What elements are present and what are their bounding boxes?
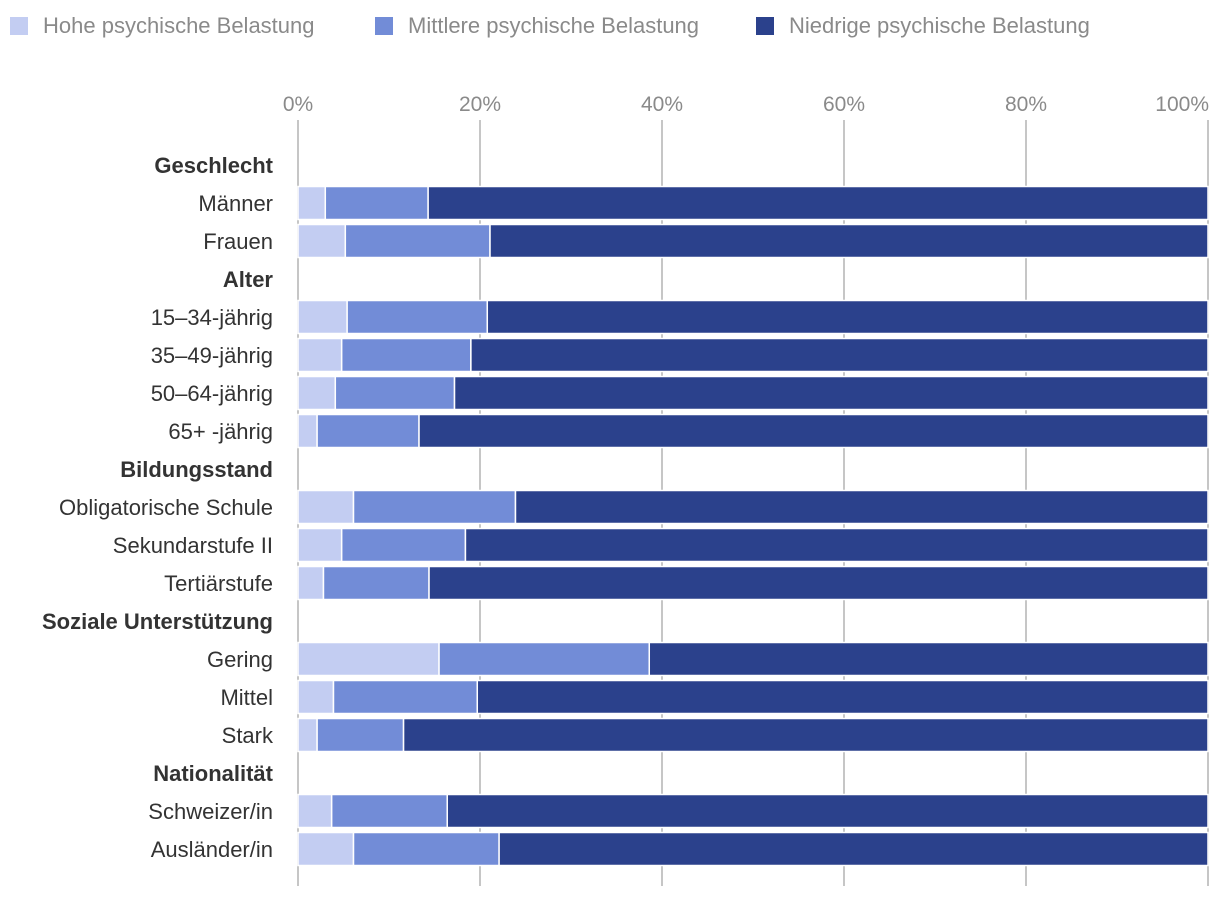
legend-label: Niedrige psychische Belastung — [789, 13, 1090, 38]
bar-segment-mittlere-psychische-belastung — [352, 831, 500, 867]
category-label-65-jaehrig: 65+ -jährig — [168, 419, 273, 444]
x-tick-label: 0% — [283, 93, 313, 116]
bar-row-35-49-jaehrig — [297, 337, 1209, 373]
bar-segment-mittlere-psychische-belastung — [316, 717, 405, 753]
bar-segment-mittlere-psychische-belastung — [352, 489, 517, 525]
bar-segment-hohe-psychische-belastung — [297, 413, 318, 449]
bar-row-schweizer-in — [297, 793, 1209, 829]
bar-segment-niedrige-psychische-belastung — [428, 565, 1209, 601]
category-label-sekundarstufe-ii: Sekundarstufe II — [113, 533, 273, 558]
category-label-gering: Gering — [207, 647, 273, 672]
legend-label: Mittlere psychische Belastung — [408, 13, 699, 38]
x-tick-label: 20% — [459, 93, 501, 116]
bar-segment-mittlere-psychische-belastung — [316, 413, 420, 449]
bar-segment-hohe-psychische-belastung — [297, 565, 325, 601]
bar-segment-hohe-psychische-belastung — [297, 717, 318, 753]
category-label-frauen: Frauen — [203, 229, 273, 254]
bar-segment-niedrige-psychische-belastung — [470, 337, 1209, 373]
legend-item-mittlere-psychische-belastung: Mittlere psychische Belastung — [375, 13, 699, 38]
bar-segment-hohe-psychische-belastung — [297, 337, 343, 373]
bar-segment-hohe-psychische-belastung — [297, 489, 355, 525]
bar-segment-mittlere-psychische-belastung — [322, 565, 430, 601]
group-heading-geschlecht: Geschlecht — [154, 153, 273, 178]
category-labels: Geschlecht Männer Frauen Alter 15–34-jährig 3… — [42, 153, 274, 862]
bars — [297, 185, 1209, 867]
category-label-mittel: Mittel — [220, 685, 273, 710]
bar-segment-niedrige-psychische-belastung — [464, 527, 1209, 563]
bar-segment-mittlere-psychische-belastung — [324, 185, 429, 221]
legend-item-hohe-psychische-belastung: Hohe psychische Belastung — [10, 13, 315, 38]
x-tick-label: 60% — [823, 93, 865, 116]
category-label-auslaender-in: Ausländer/in — [151, 837, 273, 862]
category-label-maenner: Männer — [198, 191, 273, 216]
bar-segment-mittlere-psychische-belastung — [344, 223, 491, 259]
bar-segment-hohe-psychische-belastung — [297, 375, 337, 411]
group-heading-alter: Alter — [223, 267, 274, 292]
x-tick-label: 80% — [1005, 93, 1047, 116]
bar-segment-hohe-psychische-belastung — [297, 679, 335, 715]
bar-segment-niedrige-psychische-belastung — [648, 641, 1209, 677]
category-label-obligatorische-schule: Obligatorische Schule — [59, 495, 273, 520]
group-heading-nationalitaet: Nationalität — [153, 761, 273, 786]
legend-swatch — [375, 17, 393, 35]
bar-row-obligatorische-schule — [297, 489, 1209, 525]
bar-segment-niedrige-psychische-belastung — [427, 185, 1209, 221]
bar-segment-hohe-psychische-belastung — [297, 831, 355, 867]
bar-segment-hohe-psychische-belastung — [297, 299, 348, 335]
bar-segment-mittlere-psychische-belastung — [340, 337, 472, 373]
bar-segment-mittlere-psychische-belastung — [334, 375, 456, 411]
bar-row-gering — [297, 641, 1209, 677]
bar-row-65-jaehrig — [297, 413, 1209, 449]
x-tick-label: 100% — [1155, 93, 1209, 116]
bar-row-auslaender-in — [297, 831, 1209, 867]
bar-segment-mittlere-psychische-belastung — [332, 679, 479, 715]
group-heading-soziale-unterstuetzung: Soziale Unterstützung — [42, 609, 273, 634]
bar-row-mittel — [297, 679, 1209, 715]
legend-item-niedrige-psychische-belastung: Niedrige psychische Belastung — [756, 13, 1090, 38]
bar-segment-mittlere-psychische-belastung — [438, 641, 651, 677]
category-label-35-49-jaehrig: 35–49-jährig — [151, 343, 273, 368]
legend-swatch — [10, 17, 28, 35]
bar-segment-mittlere-psychische-belastung — [340, 527, 467, 563]
legend-label: Hohe psychische Belastung — [43, 13, 315, 38]
bar-segment-niedrige-psychische-belastung — [476, 679, 1209, 715]
bar-row-50-64-jaehrig — [297, 375, 1209, 411]
bar-segment-niedrige-psychische-belastung — [514, 489, 1209, 525]
bar-segment-hohe-psychische-belastung — [297, 185, 327, 221]
bar-segment-mittlere-psychische-belastung — [330, 793, 448, 829]
bar-segment-hohe-psychische-belastung — [297, 223, 347, 259]
legend: Hohe psychische Belastung Mittlere psychi… — [10, 13, 1090, 38]
category-label-15-34-jaehrig: 15–34-jährig — [151, 305, 273, 330]
bar-segment-mittlere-psychische-belastung — [346, 299, 489, 335]
bar-row-frauen — [297, 223, 1209, 259]
x-tick-label: 40% — [641, 93, 683, 116]
bar-segment-niedrige-psychische-belastung — [489, 223, 1209, 259]
x-axis-ticks: 0% 20% 40% 60% 80% 100% — [283, 93, 1209, 116]
bar-row-tertiaerstufe — [297, 565, 1209, 601]
bar-segment-niedrige-psychische-belastung — [418, 413, 1209, 449]
bar-row-stark — [297, 717, 1209, 753]
bar-row-maenner — [297, 185, 1209, 221]
bar-segment-hohe-psychische-belastung — [297, 527, 343, 563]
bar-segment-hohe-psychische-belastung — [297, 641, 440, 677]
category-label-schweizer-in: Schweizer/in — [148, 799, 273, 824]
category-label-50-64-jaehrig: 50–64-jährig — [151, 381, 273, 406]
category-label-stark: Stark — [222, 723, 274, 748]
group-heading-bildungsstand: Bildungsstand — [120, 457, 273, 482]
bar-segment-niedrige-psychische-belastung — [453, 375, 1209, 411]
category-label-tertiaerstufe: Tertiärstufe — [164, 571, 273, 596]
bar-segment-hohe-psychische-belastung — [297, 793, 333, 829]
legend-swatch — [756, 17, 774, 35]
bar-segment-niedrige-psychische-belastung — [498, 831, 1209, 867]
bar-segment-niedrige-psychische-belastung — [402, 717, 1209, 753]
bar-row-15-34-jaehrig — [297, 299, 1209, 335]
bar-row-sekundarstufe-ii — [297, 527, 1209, 563]
bar-segment-niedrige-psychische-belastung — [446, 793, 1209, 829]
bar-segment-niedrige-psychische-belastung — [486, 299, 1209, 335]
